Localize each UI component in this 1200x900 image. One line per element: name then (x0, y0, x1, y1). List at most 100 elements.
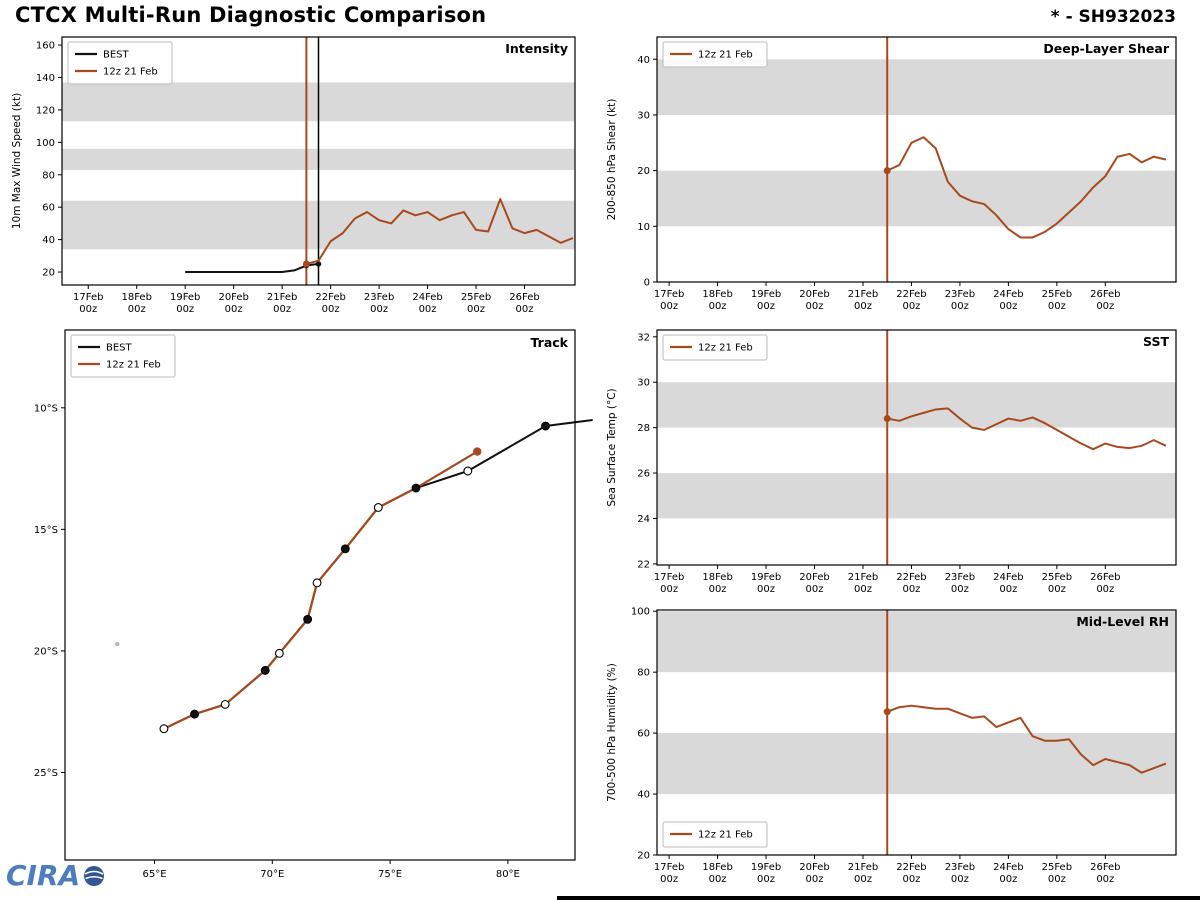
run-series-line (306, 198, 574, 265)
plot-border (64, 329, 576, 861)
x-tick-label-hour: 00z (999, 584, 1017, 595)
run-series-line (886, 136, 1167, 239)
cira-logo: CIRA (6, 859, 105, 892)
x-tick-label-day: 23Feb (945, 572, 975, 583)
best-series-line (185, 262, 319, 274)
x-tick-label-day: 18Feb (702, 862, 732, 873)
y-tick-label: 60 (42, 203, 55, 214)
legend-label-run: 12z 21 Feb (106, 360, 161, 371)
x-tick-label-hour: 00z (757, 584, 775, 595)
cira-globe-icon (84, 865, 105, 886)
category-band (657, 170, 1176, 227)
y-tick-label: 20 (42, 268, 55, 279)
island-rodrigues (115, 641, 120, 647)
x-tick-label-hour: 00z (757, 874, 775, 885)
mid-level-rh-chart: 2040608010017Feb00z18Feb00z19Feb00z20Feb… (606, 607, 1177, 885)
x-tick-label-day: 18Feb (702, 572, 732, 583)
cira-logo-text: CIRA (6, 859, 81, 892)
x-tick-label-day: 17Feb (73, 292, 103, 303)
x-tick-label-day: 18Feb (702, 289, 732, 300)
lon-tick-label: 80°E (496, 869, 520, 880)
x-tick-label-hour: 00z (902, 584, 920, 595)
legend-label-run: 12z 21 Feb (698, 343, 753, 354)
globe-wave-2 (85, 875, 104, 879)
y-axis-label: Sea Surface Temp (°C) (606, 388, 618, 506)
x-tick-label-hour: 00z (854, 874, 872, 885)
x-tick-label-hour: 00z (1048, 874, 1066, 885)
plot-border (61, 36, 576, 286)
x-tick-label-day: 24Feb (993, 862, 1023, 873)
legend-box (662, 41, 768, 68)
run-init-dot (883, 167, 891, 175)
x-tick-label-day: 22Feb (315, 292, 345, 303)
panel-title: Mid-Level RH (1076, 614, 1169, 629)
legend-box (67, 41, 173, 85)
x-tick-label-hour: 00z (660, 874, 678, 885)
legend-label-run: 12z 21 Feb (698, 50, 753, 61)
x-tick-label-day: 20Feb (799, 572, 829, 583)
x-tick-label-hour: 00z (709, 584, 727, 595)
legend-label-best: BEST (103, 50, 130, 61)
track-position-dot-12z (312, 578, 322, 588)
x-tick-label-hour: 00z (467, 304, 485, 315)
x-tick-label-hour: 00z (660, 301, 678, 312)
panel-title: Deep-Layer Shear (1043, 41, 1169, 56)
y-tick-label: 32 (637, 332, 650, 343)
x-tick-label-hour: 00z (176, 304, 194, 315)
globe-wave-1 (84, 870, 104, 875)
y-tick-label: 160 (36, 41, 55, 52)
x-tick-label-hour: 00z (854, 584, 872, 595)
run-init-dot (883, 415, 891, 423)
lat-tick-label: 10°S (34, 403, 58, 414)
x-tick-label-hour: 00z (709, 874, 727, 885)
category-band (657, 382, 1176, 428)
x-tick-label-day: 21Feb (848, 572, 878, 583)
y-tick-label: 30 (637, 110, 650, 121)
run-init-dot (302, 260, 310, 268)
track-map: 65°E 70°E 75°E 80°E 10°S 15°S 20°S 25°S Track BES… (34, 329, 593, 880)
x-tick-label-day: 25Feb (1042, 289, 1072, 300)
track-position-dot-12z (159, 724, 169, 734)
y-tick-label: 100 (631, 607, 650, 618)
forecast-end-dot (473, 447, 482, 456)
category-band (657, 59, 1176, 115)
category-band (657, 473, 1176, 519)
lat-tick-label: 15°S (34, 525, 58, 536)
track-position-dot-00z (190, 709, 200, 719)
y-axis-label: 700-500 hPa Humidity (%) (606, 663, 618, 802)
run-series-line (886, 704, 1167, 774)
legend-box (662, 334, 768, 361)
track-position-dot-12z (373, 503, 383, 512)
panel-title: Track (531, 335, 569, 350)
x-tick-label-day: 20Feb (218, 292, 248, 303)
lat-tick-label: 25°S (34, 768, 58, 779)
track-position-dot-00z (340, 544, 350, 554)
x-tick-label-day: 25Feb (1042, 862, 1072, 873)
x-tick-label-day: 22Feb (896, 572, 926, 583)
deep-layer-shear-chart: 01020304017Feb00z18Feb00z19Feb00z20Feb00… (606, 36, 1177, 312)
y-tick-label: 30 (637, 378, 650, 389)
x-tick-label-hour: 00z (999, 874, 1017, 885)
x-tick-label-hour: 00z (709, 301, 727, 312)
x-tick-label-day: 19Feb (751, 572, 781, 583)
x-tick-label-day: 25Feb (1042, 572, 1072, 583)
track-position-dot-00z (303, 614, 313, 624)
x-tick-label-day: 24Feb (993, 572, 1023, 583)
sst-chart: 22242628303217Feb00z18Feb00z19Feb00z20Fe… (606, 329, 1177, 595)
x-tick-label-hour: 00z (951, 874, 969, 885)
y-tick-label: 10 (637, 222, 650, 233)
x-tick-label-hour: 00z (951, 584, 969, 595)
plot-border (656, 329, 1177, 566)
y-tick-label: 60 (637, 729, 650, 740)
x-tick-label-day: 19Feb (751, 289, 781, 300)
best-obs-dot (315, 261, 322, 267)
x-tick-label-day: 23Feb (945, 862, 975, 873)
plot-border (656, 609, 1177, 856)
x-tick-label-day: 20Feb (799, 289, 829, 300)
y-tick-label: 140 (36, 73, 55, 84)
intensity-chart: 2040608010012014016017Feb00z18Feb00z19Fe… (11, 36, 576, 315)
x-tick-label-hour: 00z (1096, 874, 1114, 885)
run-series-line (887, 407, 1167, 451)
y-tick-label: 80 (42, 170, 55, 181)
track-position-dot-12z (274, 648, 284, 658)
